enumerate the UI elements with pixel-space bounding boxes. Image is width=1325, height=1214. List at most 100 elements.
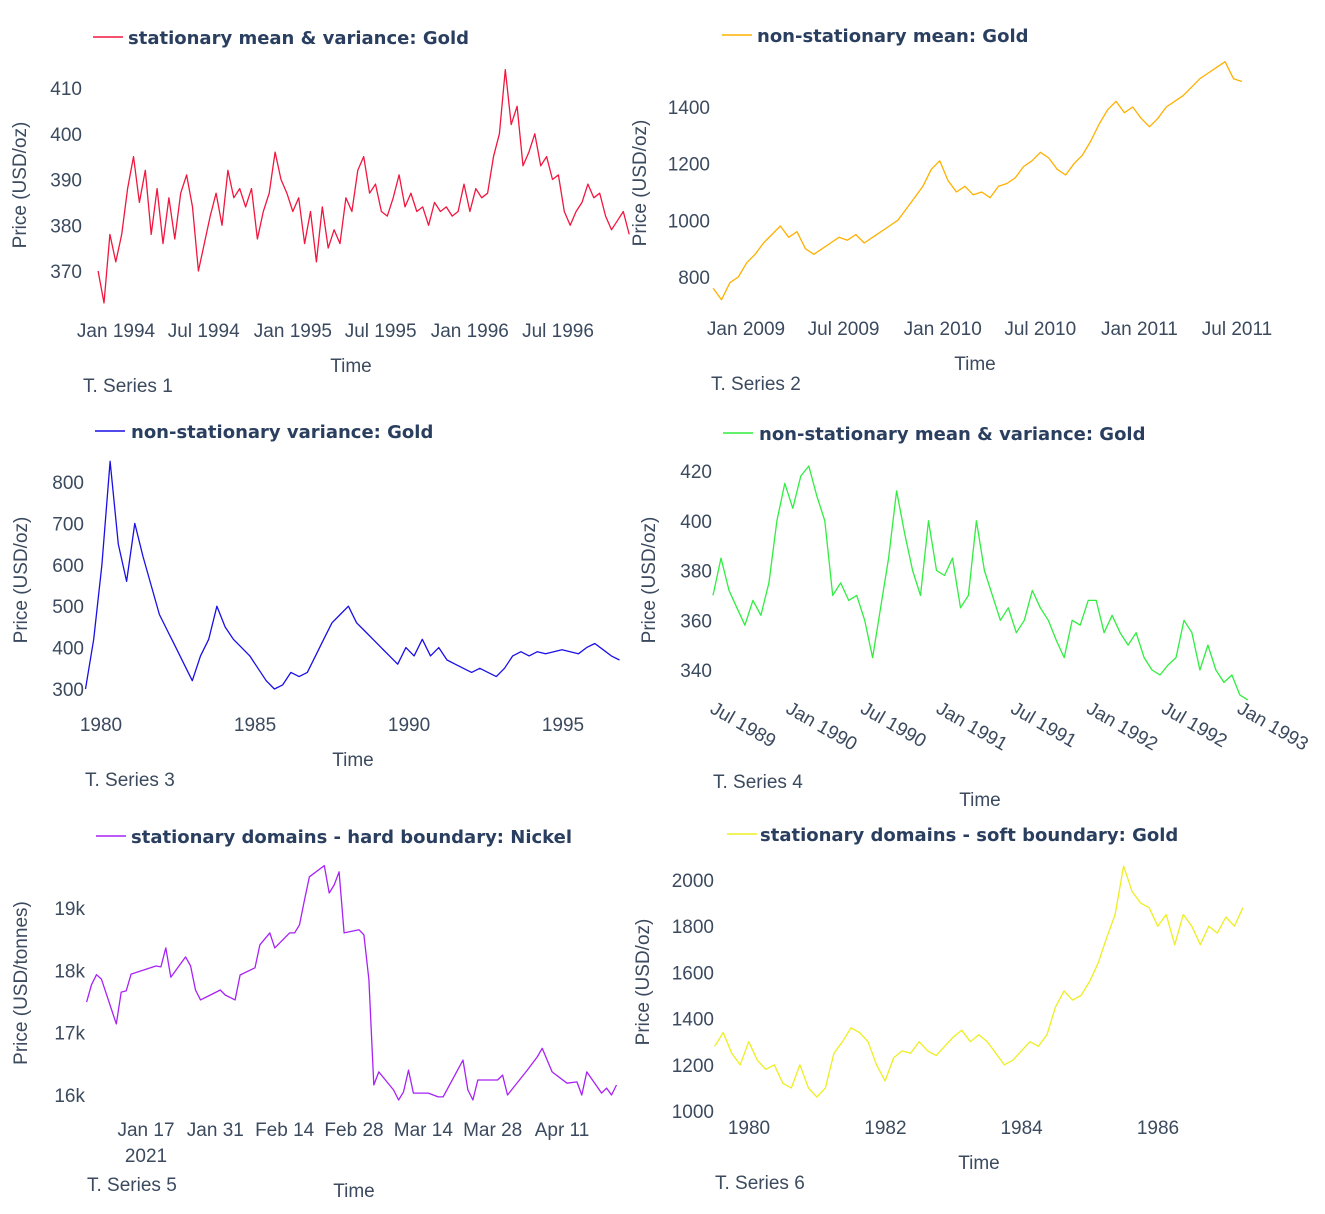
x-tick-label: Jul 1995 xyxy=(345,321,417,342)
x-tick-label: Jul 1996 xyxy=(522,321,594,342)
x-tick-label: Jan 1992 xyxy=(1083,698,1161,755)
series-line xyxy=(714,865,1244,1098)
x-tick-label: Jan 1990 xyxy=(782,698,860,755)
legend-title: stationary domains - hard boundary: Nick… xyxy=(131,827,572,848)
x-axis-title: Time xyxy=(333,1181,375,1202)
y-tick-label: 2000 xyxy=(672,871,714,892)
x-tick-label: 1990 xyxy=(388,715,430,736)
series-line xyxy=(85,864,618,1101)
x-tick-label: Jan 31 xyxy=(187,1120,244,1141)
y-tick-label: 300 xyxy=(52,680,84,701)
legend-title: non-stationary mean & variance: Gold xyxy=(759,424,1146,445)
x-year-label: 2021 xyxy=(125,1146,167,1167)
x-tick-label: Feb 14 xyxy=(255,1120,315,1141)
legend-title: stationary mean & variance: Gold xyxy=(128,28,469,49)
x-axis-title: Time xyxy=(330,356,372,377)
series-label: T. Series 4 xyxy=(713,772,803,793)
x-tick-label: Jul 1990 xyxy=(857,698,930,752)
y-tick-label: 380 xyxy=(680,562,712,583)
series-label: T. Series 6 xyxy=(715,1173,805,1194)
x-tick-label: Jan 1991 xyxy=(933,698,1011,755)
x-tick-label: 1995 xyxy=(542,715,584,736)
series-line xyxy=(712,61,1243,301)
subplot-4: non-stationary mean & variance: Gold 340 3… xyxy=(639,424,1312,811)
x-tick-label: Jan 1993 xyxy=(1234,698,1312,755)
x-tick-label: Mar 14 xyxy=(394,1120,454,1141)
x-tick-label: Jul 2011 xyxy=(1202,319,1272,340)
y-axis-title: Price (USD/oz) xyxy=(11,517,32,644)
y-tick-label: 1200 xyxy=(672,1056,714,1077)
y-tick-label: 1600 xyxy=(672,963,714,984)
x-tick-label: Jan 1996 xyxy=(431,321,509,342)
x-tick-label: Feb 28 xyxy=(324,1120,383,1141)
x-tick-label: Jan 1995 xyxy=(254,321,332,342)
y-tick-label: 19k xyxy=(54,899,85,920)
x-tick-label: Jan 17 xyxy=(117,1120,174,1141)
y-tick-label: 700 xyxy=(52,514,84,535)
series-label: T. Series 2 xyxy=(711,374,801,395)
y-tick-label: 370 xyxy=(50,262,82,283)
series-label: T. Series 3 xyxy=(85,770,175,791)
y-tick-label: 410 xyxy=(50,79,82,100)
legend-title: stationary domains - soft boundary: Gold xyxy=(760,825,1178,846)
y-tick-label: 1800 xyxy=(672,917,714,938)
series-label: T. Series 1 xyxy=(83,376,173,397)
y-tick-label: 400 xyxy=(50,125,82,146)
x-tick-label: 1986 xyxy=(1137,1118,1179,1139)
x-tick-label: Jan 1994 xyxy=(77,321,156,342)
series-line xyxy=(84,460,620,690)
y-axis-title: Price (USD/oz) xyxy=(639,517,660,644)
series-line xyxy=(712,465,1249,701)
x-tick-label: Mar 28 xyxy=(463,1120,522,1141)
subplot-1: stationary mean & variance: Gold 370 380 39… xyxy=(10,28,630,397)
x-tick-label: Jan 2011 xyxy=(1101,319,1178,340)
legend-title: non-stationary variance: Gold xyxy=(131,422,433,443)
y-tick-label: 18k xyxy=(54,961,85,982)
y-tick-label: 1000 xyxy=(668,211,710,232)
x-tick-label: Jul 1989 xyxy=(707,698,780,752)
y-tick-label: 380 xyxy=(50,216,82,237)
y-tick-label: 1400 xyxy=(672,1010,714,1031)
y-tick-label: 360 xyxy=(680,611,712,632)
x-tick-label: Jul 1994 xyxy=(168,321,240,342)
x-tick-label: Jul 2010 xyxy=(1004,319,1076,340)
x-tick-label: Apr 11 xyxy=(535,1120,590,1141)
y-tick-label: 600 xyxy=(52,556,84,577)
subplot-6: stationary domains - soft boundary: Gold… xyxy=(633,825,1244,1194)
y-tick-label: 1400 xyxy=(668,98,710,119)
x-axis-title: Time xyxy=(959,790,1001,811)
y-axis-title: Price (USD/oz) xyxy=(10,122,31,249)
x-tick-label: 1980 xyxy=(80,715,122,736)
y-tick-label: 16k xyxy=(54,1086,85,1107)
y-tick-label: 800 xyxy=(52,473,84,494)
y-tick-label: 500 xyxy=(52,597,84,618)
subplot-3: non-stationary variance: Gold 300 400 500 60… xyxy=(11,422,620,791)
subplot-2: non-stationary mean: Gold 800 1000 1200 1400… xyxy=(630,26,1272,395)
x-tick-label: 1980 xyxy=(728,1118,770,1139)
x-axis-title: Time xyxy=(332,750,374,771)
y-tick-label: 400 xyxy=(52,639,84,660)
y-tick-label: 800 xyxy=(678,268,710,289)
legend-title: non-stationary mean: Gold xyxy=(757,26,1029,47)
y-tick-label: 17k xyxy=(54,1024,85,1045)
y-axis-title: Price (USD/oz) xyxy=(633,919,654,1046)
x-tick-label: 1982 xyxy=(864,1118,906,1139)
y-tick-label: 390 xyxy=(50,171,82,192)
y-tick-label: 1000 xyxy=(672,1102,714,1123)
subplot-5: stationary domains - hard boundary: Nick… xyxy=(11,827,618,1202)
x-tick-label: 1984 xyxy=(1000,1118,1043,1139)
x-tick-label: 1985 xyxy=(234,715,276,736)
x-axis-title: Time xyxy=(958,1153,1000,1174)
x-tick-label: Jul 1991 xyxy=(1007,698,1080,752)
x-tick-label: Jan 2009 xyxy=(707,319,785,340)
y-axis-title: Price (USD/tonnes) xyxy=(11,901,32,1065)
y-tick-label: 340 xyxy=(680,661,712,682)
series-label: T. Series 5 xyxy=(87,1175,177,1196)
series-line xyxy=(97,69,630,304)
x-axis-title: Time xyxy=(954,354,996,375)
y-axis-title: Price (USD/oz) xyxy=(630,120,651,247)
x-tick-label: Jul 1992 xyxy=(1158,698,1231,752)
x-tick-label: Jan 2010 xyxy=(904,319,982,340)
y-tick-label: 1200 xyxy=(668,155,710,176)
